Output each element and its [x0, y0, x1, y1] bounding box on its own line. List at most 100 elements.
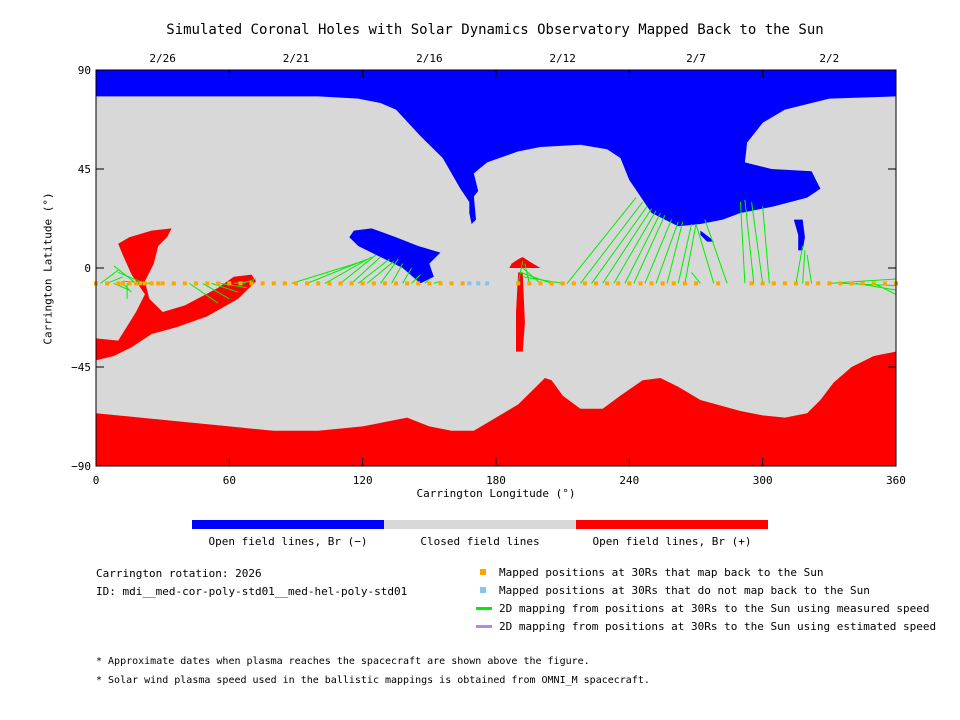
y-axis-label: Carrington Latitude (°) [41, 192, 55, 345]
measured-speed-line [324, 256, 372, 284]
x-tick-label: 180 [486, 474, 506, 487]
mapped-back-point [382, 281, 387, 286]
measured-speed-line [762, 206, 770, 284]
date-label: 2/26 [149, 52, 176, 65]
measured-speed-line [566, 197, 637, 284]
measured-speed-line [291, 260, 363, 284]
x-tick-label: 300 [753, 474, 773, 487]
mapped-back-point [305, 281, 310, 286]
mapped-back-point [871, 281, 876, 286]
measured-speed-line [391, 263, 404, 284]
mapped-back-point [860, 281, 865, 286]
mapped-back-point [771, 281, 776, 286]
legend-label-not-mapped-back: Mapped positions at 30Rs that do not map… [499, 584, 870, 597]
x-tick-label: 240 [619, 474, 639, 487]
measured-speed-line [691, 272, 701, 284]
coronal-region-north-blue [96, 70, 896, 227]
x-tick-label: 360 [886, 474, 906, 487]
coronal-region-red-mid-b [509, 257, 541, 268]
mapped-back-point [782, 281, 787, 286]
measured-speed-line [655, 221, 679, 284]
chart-title: Simulated Coronal Holes with Solar Dynam… [166, 22, 824, 38]
mapped-back-point [582, 281, 587, 286]
measured-speed-line [520, 271, 552, 284]
coronal-region-blue-sliver-a [469, 195, 476, 224]
mapped-back-point [516, 281, 521, 286]
mapped-back-point [142, 281, 147, 286]
mapped-back-point [327, 281, 332, 286]
date-label: 2/21 [283, 52, 310, 65]
carrington-rotation-text: Carrington rotation: 2026 [96, 567, 262, 580]
mapped-back-point [260, 281, 265, 286]
coronal-region-red-east [838, 360, 896, 407]
mapped-back-point [238, 281, 243, 286]
mapped-back-point [594, 281, 598, 286]
measured-speed-line [666, 221, 684, 284]
x-axis-label: Carrington Longitude (°) [416, 487, 576, 500]
mapped-back-point [116, 281, 121, 286]
measured-speed-line [580, 201, 644, 284]
measured-speed-line [522, 276, 563, 284]
date-label: 2/7 [686, 52, 706, 65]
x-tick-label: 60 [223, 474, 236, 487]
mapped-back-point [638, 281, 643, 286]
mapped-back-point [271, 281, 276, 286]
mapped-back-point [849, 281, 854, 286]
measured-speed-line [591, 206, 648, 284]
x-tick-label: 0 [93, 474, 100, 487]
mapped-back-point [134, 281, 138, 286]
measured-speed-line [602, 208, 652, 284]
legend-label-measured-speed: 2D mapping from positions at 30Rs to the… [499, 602, 930, 615]
legend-item-mapped-back: Mapped positions at 30Rs that map back t… [476, 566, 946, 584]
colorbar-segment-closed [384, 520, 576, 529]
measured-speed-line [644, 219, 673, 284]
measured-speed-line [366, 261, 395, 284]
measured-speed-line [220, 282, 248, 289]
colorbar-label-closed: Closed field lines [420, 535, 540, 548]
legend-label-mapped-back: Mapped positions at 30Rs that map back t… [499, 566, 824, 579]
mapped-back-point [627, 281, 632, 286]
measured-speed-line [524, 263, 530, 284]
legend-item-not-mapped-back: Mapped positions at 30Rs that do not map… [476, 584, 946, 602]
measured-speed-line [684, 223, 697, 284]
measured-speed-line [351, 256, 381, 284]
mapped-back-point [449, 281, 454, 286]
mapped-back-point [371, 281, 376, 286]
measured-speed-line [522, 267, 541, 284]
measured-speed-line [242, 278, 257, 284]
mapped-back-point [294, 281, 298, 286]
mapped-back-point [427, 281, 432, 286]
mapped-back-point [716, 281, 721, 286]
mapped-back-point [282, 281, 287, 286]
mapped-back-point [127, 281, 132, 286]
legend-line-measured-speed [476, 607, 492, 610]
mapped-back-point [349, 281, 354, 286]
mapped-back-point [182, 281, 187, 286]
mapped-back-point [805, 281, 810, 286]
mapped-back-point [616, 281, 621, 286]
mapped-back-point [827, 281, 832, 286]
colorbar-segment-open-negative [192, 520, 384, 529]
coronal-region-red-mid-a [516, 272, 525, 352]
measured-speed-line [677, 223, 693, 284]
mapped-back-point [405, 281, 410, 286]
mapped-back-point [460, 281, 465, 286]
legend-item-estimated-speed: 2D mapping from positions at 30Rs to the… [476, 620, 946, 638]
measured-speed-line [357, 258, 390, 284]
y-tick-label: 90 [78, 64, 91, 77]
mapped-back-point [194, 281, 198, 286]
legend: Mapped positions at 30Rs that map back t… [476, 566, 946, 638]
footnote-dates: * Approximate dates when plasma reaches … [96, 656, 590, 667]
coronal-region-blue-sliver-c [793, 219, 805, 251]
mapped-back-point [649, 281, 654, 286]
footnote-speed-source: * Solar wind plasma speed used in the ba… [96, 675, 650, 686]
legend-label-estimated-speed: 2D mapping from positions at 30Rs to the… [499, 620, 937, 633]
mapped-back-point [794, 281, 798, 286]
measured-speed-line [633, 214, 666, 284]
mapped-back-point [660, 281, 665, 286]
not-mapped-back-point [467, 281, 472, 286]
y-tick-label: −45 [71, 361, 91, 374]
legend-line-estimated-speed [476, 625, 492, 628]
measured-speed-line [380, 258, 399, 284]
measured-speed-line [695, 223, 715, 284]
